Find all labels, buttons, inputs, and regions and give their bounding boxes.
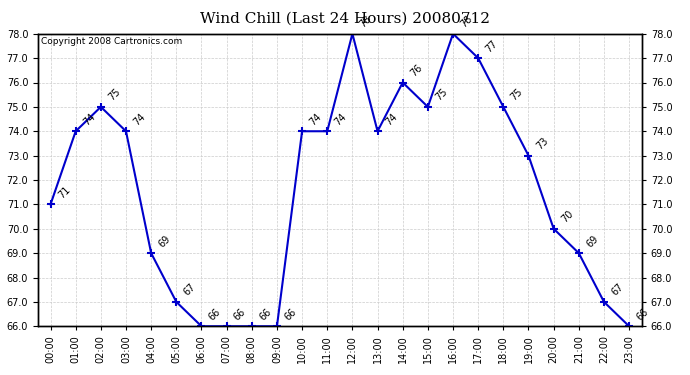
Text: 66: 66: [232, 306, 248, 322]
Text: Copyright 2008 Cartronics.com: Copyright 2008 Cartronics.com: [41, 37, 182, 46]
Text: 66: 66: [635, 306, 651, 322]
Text: 66: 66: [282, 306, 298, 322]
Text: 78: 78: [358, 14, 374, 30]
Text: 67: 67: [182, 282, 198, 298]
Text: 74: 74: [308, 111, 324, 127]
Text: 77: 77: [484, 38, 500, 54]
Text: Wind Chill (Last 24 Hours) 20080712: Wind Chill (Last 24 Hours) 20080712: [200, 11, 490, 25]
Text: 74: 74: [383, 111, 399, 127]
Text: 66: 66: [257, 306, 273, 322]
Text: 78: 78: [459, 14, 475, 30]
Text: 66: 66: [207, 306, 223, 322]
Text: 74: 74: [132, 111, 148, 127]
Text: 75: 75: [433, 87, 449, 103]
Text: 67: 67: [609, 282, 625, 298]
Text: 75: 75: [106, 87, 122, 103]
Text: 71: 71: [56, 184, 72, 200]
Text: 74: 74: [81, 111, 97, 127]
Text: 69: 69: [584, 233, 600, 249]
Text: 76: 76: [408, 63, 424, 78]
Text: 70: 70: [559, 209, 575, 225]
Text: 74: 74: [333, 111, 348, 127]
Text: 69: 69: [157, 233, 172, 249]
Text: 73: 73: [534, 136, 550, 152]
Text: 75: 75: [509, 87, 525, 103]
